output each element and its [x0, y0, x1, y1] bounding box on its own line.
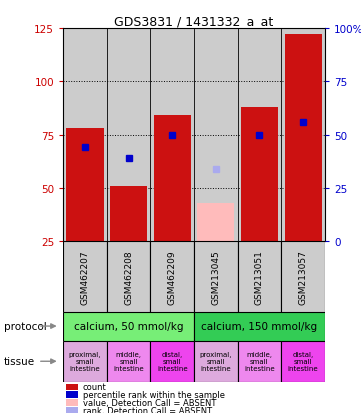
Bar [66, 399, 78, 406]
Bar [238, 29, 281, 242]
Text: middle,
small
intestine: middle, small intestine [244, 351, 275, 371]
Bar [66, 407, 78, 413]
Bar [110, 186, 147, 242]
Text: GSM462207: GSM462207 [81, 249, 90, 304]
Text: GSM213051: GSM213051 [255, 249, 264, 304]
Bar [281, 29, 325, 242]
Text: distal,
small
intestine: distal, small intestine [157, 351, 188, 371]
Bar [281, 242, 325, 312]
Text: calcium, 150 mmol/kg: calcium, 150 mmol/kg [201, 321, 318, 331]
Bar [107, 29, 151, 242]
Text: protocol: protocol [4, 321, 46, 331]
Bar [107, 341, 151, 382]
Text: proximal,
small
intestine: proximal, small intestine [69, 351, 101, 371]
Bar [66, 392, 78, 398]
Text: percentile rank within the sample: percentile rank within the sample [83, 390, 225, 399]
Text: GSM462209: GSM462209 [168, 249, 177, 304]
Bar [107, 242, 151, 312]
Bar [66, 384, 78, 390]
Text: calcium, 50 mmol/kg: calcium, 50 mmol/kg [74, 321, 183, 331]
Bar [238, 242, 281, 312]
Bar [151, 242, 194, 312]
Bar [63, 242, 107, 312]
Text: count: count [83, 382, 106, 392]
Text: GSM213057: GSM213057 [299, 249, 308, 304]
Bar [151, 341, 194, 382]
Text: GSM462208: GSM462208 [124, 249, 133, 304]
Bar [238, 341, 281, 382]
Bar [154, 116, 191, 242]
Bar [284, 35, 322, 242]
Title: GDS3831 / 1431332_a_at: GDS3831 / 1431332_a_at [114, 15, 274, 28]
Bar [66, 129, 104, 242]
Text: rank, Detection Call = ABSENT: rank, Detection Call = ABSENT [83, 406, 212, 413]
Bar [63, 312, 194, 341]
Bar [63, 29, 107, 242]
Text: value, Detection Call = ABSENT: value, Detection Call = ABSENT [83, 398, 216, 407]
Bar [63, 341, 107, 382]
Bar [194, 341, 238, 382]
Bar [151, 29, 194, 242]
Bar [194, 312, 325, 341]
Bar [194, 29, 238, 242]
Text: distal,
small
intestine: distal, small intestine [288, 351, 318, 371]
Text: middle,
small
intestine: middle, small intestine [113, 351, 144, 371]
Bar [241, 108, 278, 242]
Text: GSM213045: GSM213045 [211, 249, 220, 304]
Text: tissue: tissue [4, 356, 35, 366]
Bar [281, 341, 325, 382]
Text: proximal,
small
intestine: proximal, small intestine [200, 351, 232, 371]
Bar [197, 203, 234, 242]
Bar [194, 242, 238, 312]
